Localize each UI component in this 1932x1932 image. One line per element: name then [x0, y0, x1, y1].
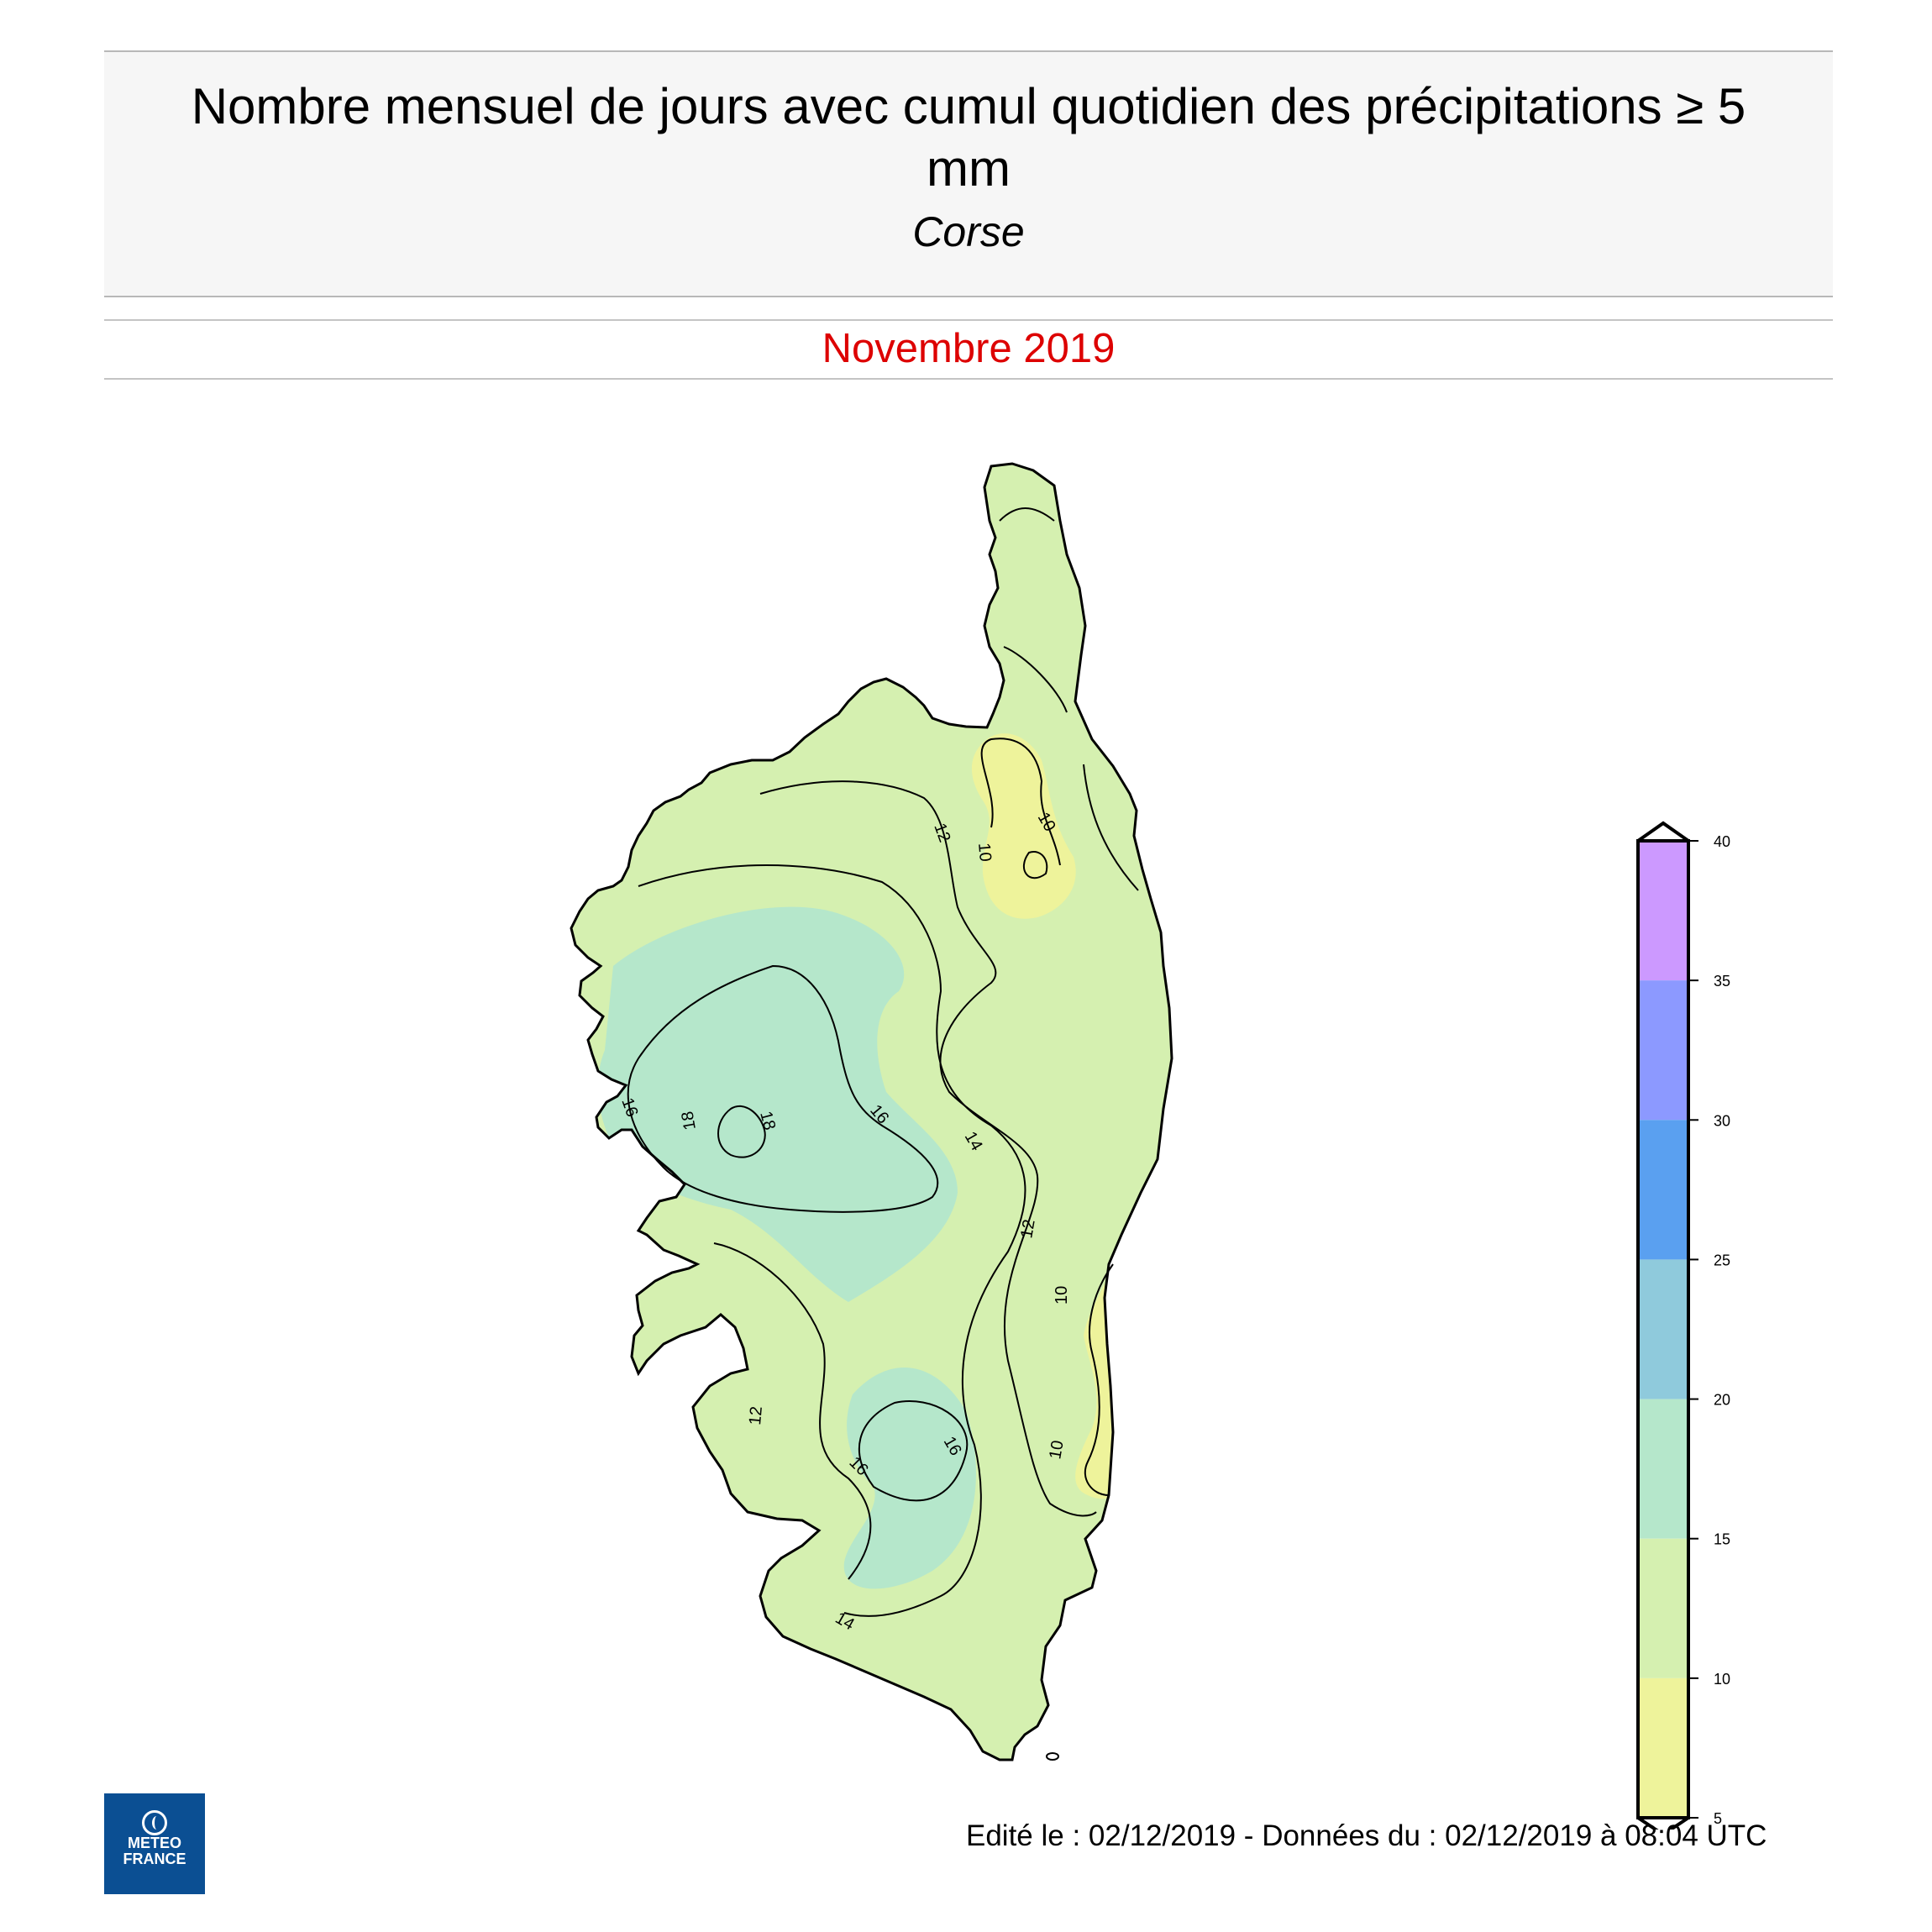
legend-frame — [1636, 839, 1690, 1819]
legend-tick-label: 15 — [1714, 1531, 1730, 1548]
legend-band — [1638, 1538, 1688, 1678]
contour-label: 12 — [746, 1405, 766, 1425]
contour-label: 10 — [1053, 1286, 1071, 1305]
color-legend: 40 35 30 25 20 15 10 5 — [1636, 821, 1730, 1830]
legend-ticks: 40 35 30 25 20 15 10 5 — [1688, 833, 1730, 1827]
legend-band — [1638, 980, 1688, 1121]
contour-label: 10 — [1046, 1439, 1068, 1461]
meteo-france-logo: METEO FRANCE — [104, 1793, 205, 1894]
legend-band — [1638, 1259, 1688, 1399]
contour-lines — [627, 507, 1139, 1617]
legend-top-arrow — [1636, 821, 1690, 843]
band-5-10-north — [971, 733, 1076, 919]
legend-tick-label: 10 — [1714, 1671, 1730, 1688]
meteo-france-emblem-icon — [142, 1810, 167, 1835]
title-panel: Nombre mensuel de jours avec cumul quoti… — [104, 50, 1833, 297]
legend-bands — [1638, 841, 1688, 1818]
edition-footer: Edité le : 02/12/2019 - Données du : 02/… — [966, 1819, 1767, 1852]
band-15-20-west — [597, 906, 958, 1302]
contour-label: 18 — [678, 1110, 700, 1131]
legend-band — [1638, 841, 1688, 981]
legend-tick-label: 40 — [1714, 833, 1730, 850]
legend-tick-label: 35 — [1714, 973, 1730, 990]
legend-tick-label: 5 — [1714, 1810, 1722, 1827]
legend-bottom-arrow — [1636, 1816, 1690, 1830]
map-title: Nombre mensuel de jours avec cumul quoti… — [191, 78, 1746, 197]
region-subtitle: Corse — [912, 208, 1025, 255]
band-15-20-south — [843, 1367, 976, 1589]
island-outline — [570, 462, 1173, 1761]
period-panel: Novembre 2019 — [104, 319, 1833, 380]
logo-line-1: METEO — [127, 1835, 181, 1851]
contour-label: 12 — [1017, 1218, 1039, 1240]
legend-tick-label: 30 — [1714, 1112, 1730, 1129]
legend-band — [1638, 1399, 1688, 1539]
logo-line-2: FRANCE — [123, 1851, 186, 1867]
legend-tick-label: 25 — [1714, 1252, 1730, 1268]
contour-label: 10 — [974, 843, 995, 863]
period-label: Novembre 2019 — [822, 326, 1116, 371]
islet-outline — [1046, 1752, 1059, 1761]
legend-band — [1638, 1677, 1688, 1818]
legend-tick-label: 20 — [1714, 1392, 1730, 1409]
legend-band — [1638, 1120, 1688, 1260]
